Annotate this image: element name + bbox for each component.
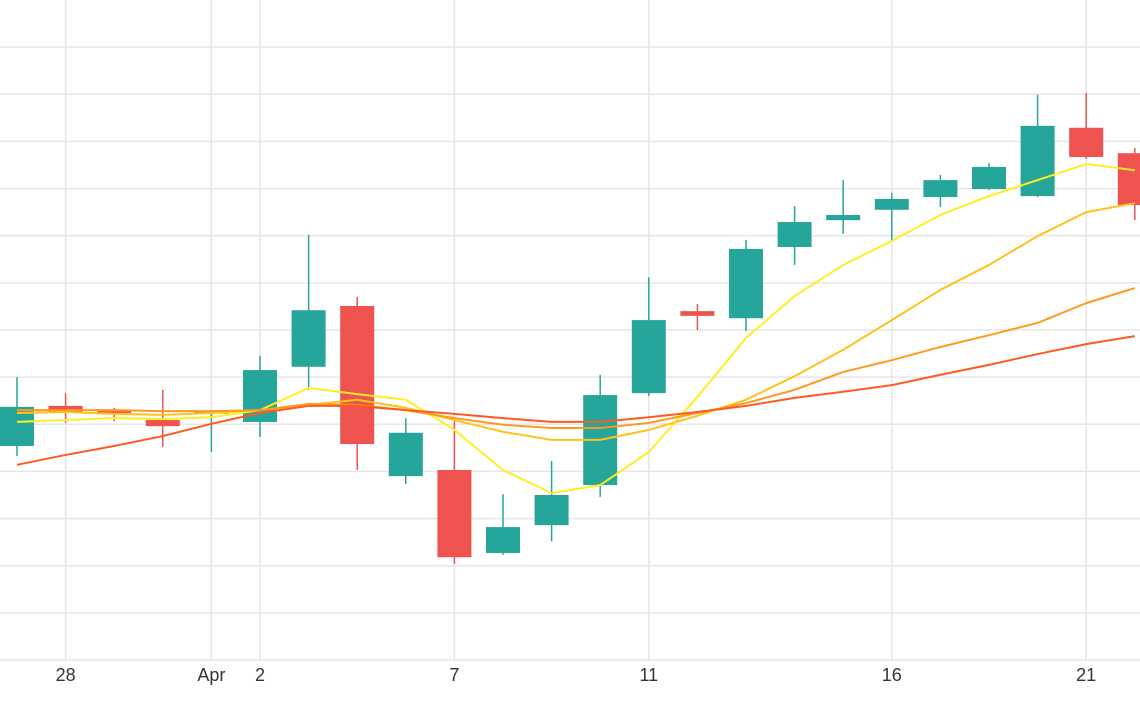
candle-body (777, 222, 812, 248)
moving-average-line (17, 287, 1136, 430)
x-tick-label: 28 (56, 665, 76, 685)
candle-body (388, 432, 423, 477)
candle-body (243, 370, 277, 422)
candle-body (874, 198, 909, 210)
candle-body (340, 305, 375, 445)
x-tick-label: 21 (1076, 665, 1096, 685)
x-tick-label: 16 (882, 665, 902, 685)
candle-body (972, 166, 1006, 190)
candle-body (1069, 127, 1104, 157)
moving-average-line (16, 202, 1135, 441)
x-tick-label: Apr (197, 665, 225, 685)
candle-body (631, 320, 666, 394)
x-tick-label: 2 (255, 665, 265, 685)
candle-body (291, 310, 326, 367)
candle-body (826, 214, 861, 221)
candle-body (437, 470, 472, 558)
candle-body (486, 527, 520, 553)
candle-body (1117, 153, 1140, 206)
candle-body (923, 180, 958, 198)
candle-body (680, 311, 715, 316)
candle-body (97, 411, 132, 413)
candle-body (534, 495, 569, 526)
x-tick-label: 7 (449, 665, 459, 685)
candle-body (145, 420, 180, 427)
candle-body (1020, 125, 1055, 197)
moving-average-line (16, 163, 1135, 495)
x-tick-label: 11 (639, 665, 658, 685)
moving-average-line (16, 335, 1135, 466)
candle-body (729, 248, 763, 319)
